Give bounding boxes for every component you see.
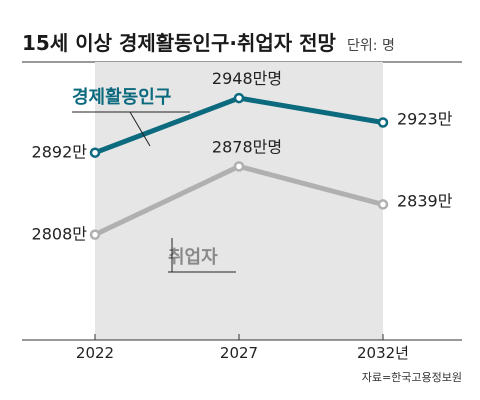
source-note: 자료=한국고용정보원 — [362, 371, 462, 384]
point-employed-2027 — [233, 161, 245, 172]
data-label-employed-2032: 2839만 — [397, 191, 453, 210]
point-employed-2032 — [377, 199, 389, 210]
x-tick-label-2022: 2022 — [76, 344, 114, 362]
data-label-economically-active-2022: 2892만 — [32, 143, 88, 162]
point-economically-active-2032 — [377, 117, 389, 128]
chart-title: 15세 이상 경제활동인구·취업자 전망 — [22, 31, 337, 55]
series-name-economically-active: 경제활동인구 — [72, 87, 171, 108]
point-economically-active-2022 — [89, 147, 101, 158]
x-tick-label-2032: 2032년 — [357, 344, 409, 362]
data-label-economically-active-2027: 2948만명 — [212, 69, 282, 88]
data-label-employed-2027: 2878만명 — [212, 137, 282, 156]
chart-unit: 단위: 명 — [347, 38, 395, 54]
point-economically-active-2027 — [233, 92, 245, 104]
highlight-band — [95, 62, 383, 340]
point-employed-2022 — [89, 229, 101, 240]
callout-leader-economically-active — [129, 111, 151, 147]
data-label-employed-2022: 2808만 — [32, 225, 88, 244]
series-name-employed: 취업자 — [168, 247, 218, 268]
svg-text:15세 이상 경제활동인구·취업자 전망 단위:: 15세 이상 경제활동인구·취업자 전망 단위: 명 — [22, 31, 395, 55]
data-label-economically-active-2032: 2923만 — [397, 109, 453, 128]
x-tick-label-2027: 2027 — [220, 344, 258, 362]
